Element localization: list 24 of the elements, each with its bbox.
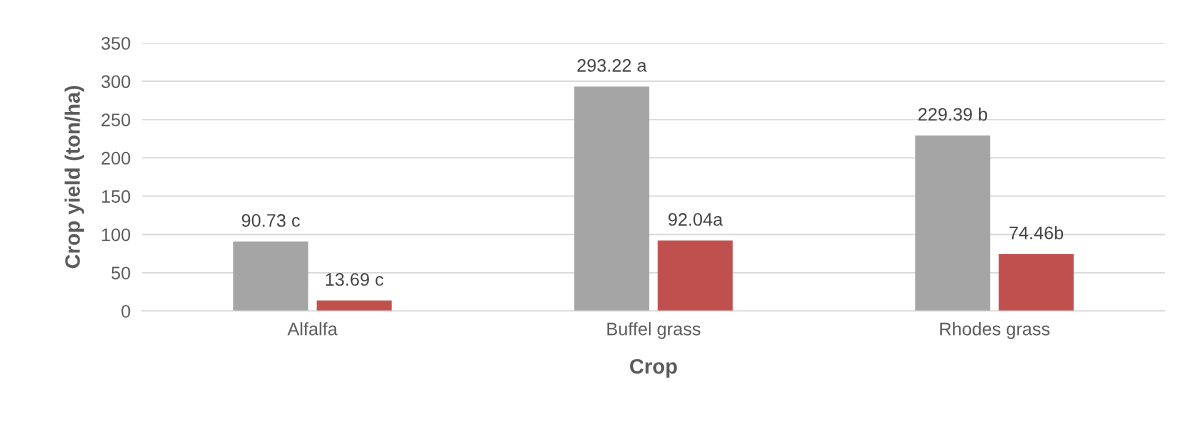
bar — [657, 240, 733, 311]
bar — [915, 135, 991, 311]
y-tick-label: 50 — [111, 266, 131, 280]
data-label: 229.39 b — [918, 107, 988, 121]
y-axis-title: Crop yield (ton/ha) — [64, 86, 85, 269]
data-label: 13.69 c — [325, 273, 384, 286]
y-tick-label: 250 — [101, 113, 131, 127]
data-label: 74.46b — [1009, 226, 1064, 240]
y-tick-label: 200 — [101, 151, 131, 165]
y-tick-label: 100 — [102, 228, 131, 242]
y-tick-label: 300 — [101, 75, 131, 89]
x-tick-label: Buffel grass — [607, 322, 701, 339]
data-label: 92.04a — [668, 213, 723, 226]
bar — [998, 254, 1074, 311]
x-tick-label: Rhodes grass — [940, 322, 1050, 339]
data-label: 293.22 a — [577, 59, 647, 72]
x-axis-title: Crop — [630, 358, 677, 378]
y-tick-label: 0 — [121, 304, 131, 318]
data-label: 90.73 c — [241, 214, 300, 227]
y-tick-label: 350 — [101, 36, 131, 50]
y-tick-label: 150 — [102, 190, 131, 203]
bar — [574, 86, 650, 311]
bar — [233, 241, 309, 311]
x-tick-label: Alfalfa — [287, 322, 338, 336]
